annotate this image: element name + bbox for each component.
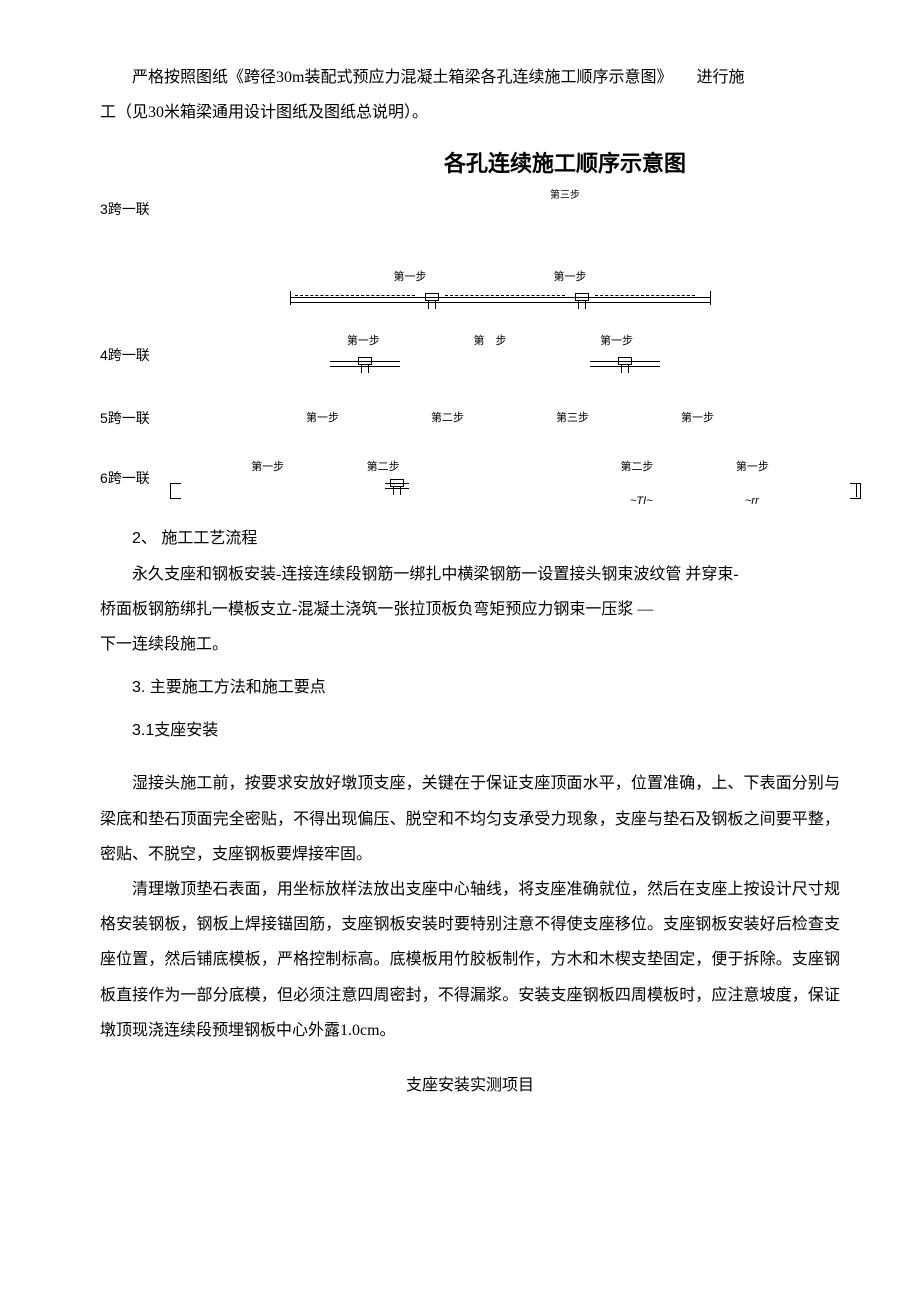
step-label: 第一步	[635, 406, 760, 430]
sequence-diagram: 各孔连续施工顺序示意图 第三步 3跨一联 第一步 第一步	[100, 140, 840, 501]
step-label: 第一步	[330, 265, 490, 289]
symbol-ti: ~TI~	[630, 489, 653, 513]
diagram-row-4span: 4跨一联 第一步 第 步 第一步	[100, 329, 840, 381]
step-label: 第三步	[510, 406, 635, 430]
row-label: 3跨一联	[100, 194, 190, 225]
diagram-title: 各孔连续施工顺序示意图	[290, 140, 840, 188]
row-label: 4跨一联	[100, 340, 190, 371]
table-title: 支座安装实测项目	[100, 1068, 840, 1103]
step-label: 第一步	[300, 329, 427, 353]
section-3-1-p1: 湿接头施工前，按要求安放好墩顶支座，关键在于保证支座顶面水平，位置准确，上、下表…	[100, 766, 840, 872]
section-2-p2: 桥面板钢筋绑扎一模板支立-混凝土浇筑一张拉顶板负弯矩预应力钢束一压浆 —	[100, 592, 840, 627]
section-2-p3: 下一连续段施工。	[100, 627, 840, 662]
section-3-1-title: 3.1支座安装	[100, 713, 840, 748]
row-label: 5跨一联	[100, 403, 190, 434]
step-label: 第一步	[695, 455, 810, 479]
diagram-row-3span-beam: 第一步 第一步	[100, 265, 840, 317]
step-label: 第一步	[490, 265, 650, 289]
diagram-row-6span: 6跨一联 第一步 第二步 第二步 第一步 ~TI~ ~rr	[100, 455, 840, 501]
symbol-rr: ~rr	[745, 489, 759, 513]
step-label: 第二步	[385, 406, 510, 430]
section-2-title: 2、 施工工艺流程	[100, 521, 840, 556]
step-label: 第 步	[427, 329, 554, 353]
section-3-title: 3. 主要施工方法和施工要点	[100, 670, 840, 705]
step-label: 第二步	[325, 455, 440, 479]
diagram-row-5span: 5跨一联 第一步 第二步 第三步 第一步	[100, 393, 840, 443]
step-label: 第二步	[579, 455, 694, 479]
section-3-1-p2: 清理墩顶垫石表面，用坐标放样法放出支座中心轴线，将支座准确就位，然后在支座上按设…	[100, 872, 840, 1048]
step-label: 第一步	[260, 406, 385, 430]
step-label: 第一步	[553, 329, 680, 353]
diagram-row-3span: 3跨一联	[100, 185, 840, 235]
intro-line-1: 严格按照图纸《跨径30m装配式预应力混凝土箱梁各孔连续施工顺序示意图》 进行施	[100, 60, 840, 95]
intro-line-2: 工（见30米箱梁通用设计图纸及图纸总说明）。	[100, 95, 840, 130]
section-2-p1: 永久支座和钢板安装-连接连续段钢筋一绑扎中横梁钢筋一设置接头钢束波纹管 并穿束-	[100, 557, 840, 592]
step-label: 第一步	[210, 455, 325, 479]
